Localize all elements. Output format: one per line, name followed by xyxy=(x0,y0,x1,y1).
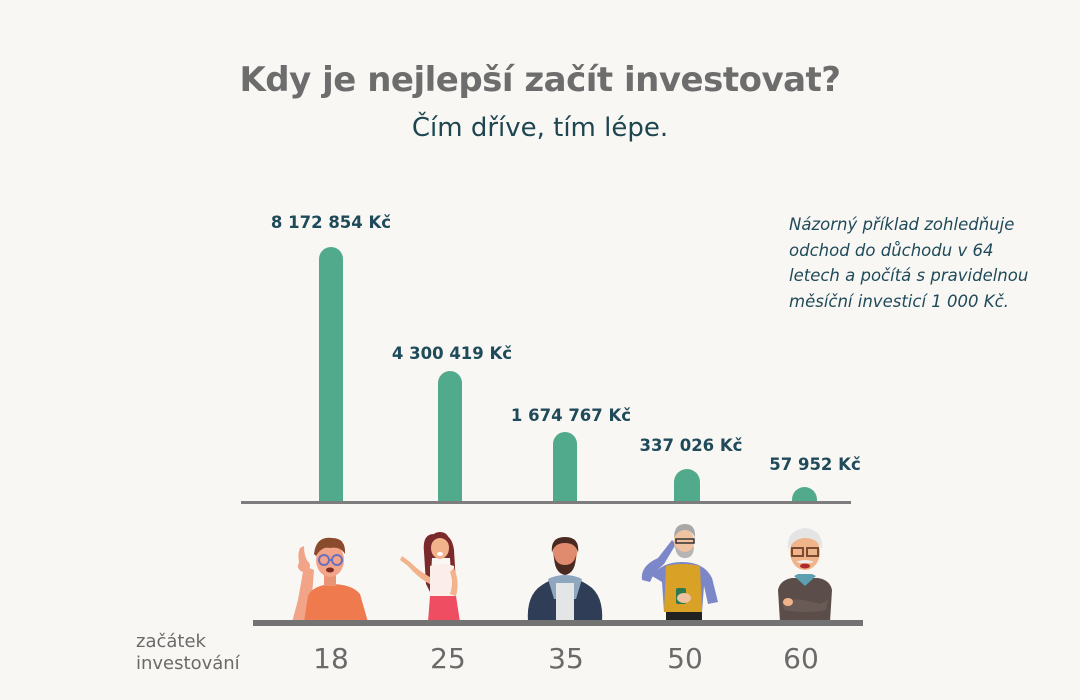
note-line: letech a počítá s pravidelnou xyxy=(789,266,1029,285)
assumption-note: Názorný příklad zohledňuje odchod do důc… xyxy=(789,212,1049,314)
note-line: odchod do důchodu v 64 xyxy=(789,240,994,260)
bar-age-60 xyxy=(792,487,817,502)
young-woman-icon xyxy=(400,532,460,622)
bar-age-25 xyxy=(438,371,462,502)
bar-age-35 xyxy=(553,432,577,502)
age-label: 25 xyxy=(430,642,466,675)
bar-value-label: 8 172 854 Kč xyxy=(270,213,392,232)
young-man-icon xyxy=(292,537,368,622)
age-label: 60 xyxy=(783,642,819,675)
age-label: 50 xyxy=(667,642,703,675)
chart-subtitle: Čím dříve, tím lépe. xyxy=(411,113,669,143)
x-axis-label: začátek investování xyxy=(136,631,240,674)
chart-title: Kdy je nejlepší začít investovat? xyxy=(239,60,841,100)
bearded-man-icon xyxy=(527,537,603,622)
age-label: 35 xyxy=(548,642,584,675)
bar-value-label: 1 674 767 Kč xyxy=(510,406,632,425)
bar-value-label: 57 952 Kč xyxy=(769,455,861,474)
bar-value-label: 337 026 Kč xyxy=(639,436,743,455)
note-line: měsíční investicí 1 000 Kč. xyxy=(789,291,1009,311)
note-line: Názorný příklad zohledňuje xyxy=(789,215,1015,234)
elderly-man-icon xyxy=(778,528,832,622)
age-label: 18 xyxy=(313,642,349,675)
chart-baseline xyxy=(241,501,851,504)
floor-line xyxy=(253,620,863,626)
bar-age-18 xyxy=(319,247,343,502)
bar-value-label: 4 300 419 Kč xyxy=(391,344,513,363)
gray-haired-man-icon xyxy=(641,524,718,622)
bar-age-50 xyxy=(674,469,700,502)
